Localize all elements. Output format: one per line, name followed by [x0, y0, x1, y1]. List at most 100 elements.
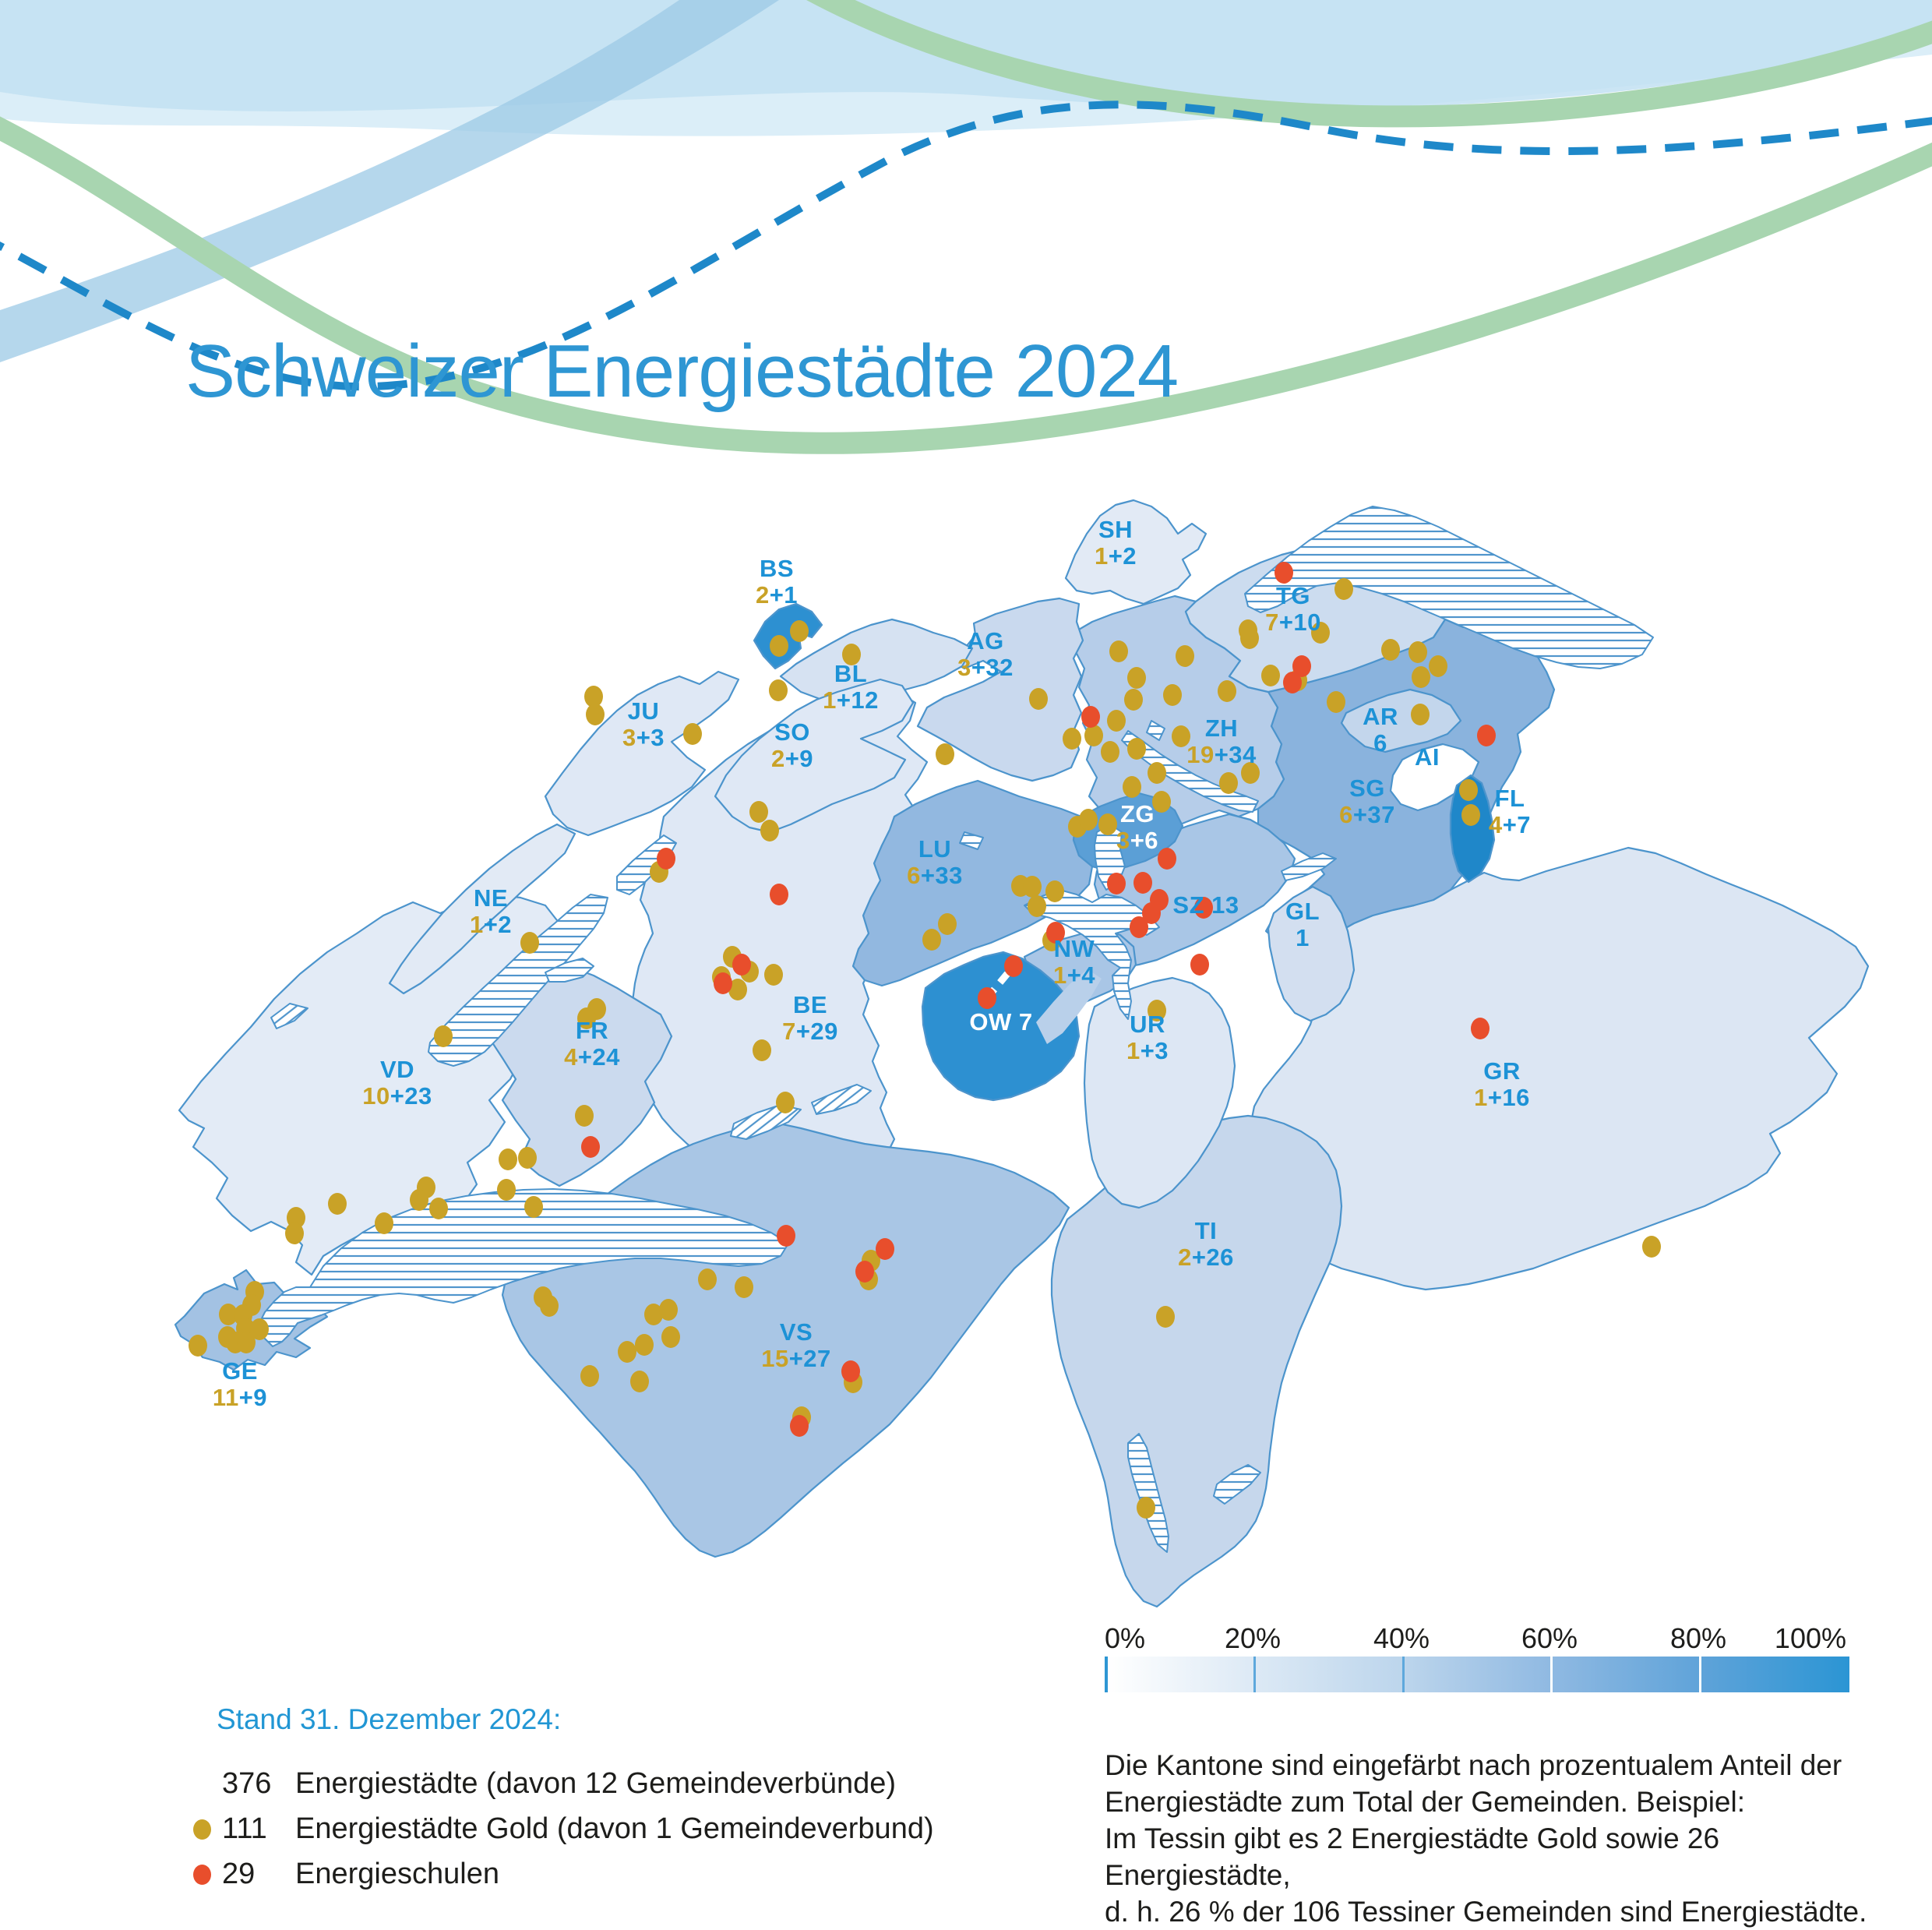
energiestadt-gold-dot	[189, 1335, 207, 1357]
energiestadt-gold-dot	[1459, 779, 1478, 801]
canton-value-sg: 6+37	[1339, 801, 1395, 828]
energieschule-dot	[1107, 873, 1126, 894]
energiestadt-gold-dot	[499, 1148, 517, 1170]
canton-ne	[388, 823, 576, 995]
energiestadt-gold-dot	[1148, 762, 1166, 784]
energiestadt-gold-dot	[1123, 776, 1141, 798]
scale-tick-100: 100%	[1774, 1622, 1846, 1654]
scale-tick-60: 60%	[1521, 1622, 1578, 1654]
lake-thun	[730, 1104, 802, 1140]
energiestadt-gold-dot	[1218, 680, 1236, 702]
canton-value-fr: 4+24	[564, 1043, 620, 1071]
canton-label-be: BE	[793, 991, 827, 1018]
canton-ur	[1083, 976, 1236, 1209]
legend-label: Energieschulen	[295, 1858, 499, 1890]
city-dot-layer	[189, 562, 1661, 1519]
energiestadt-gold-dot	[1152, 791, 1171, 813]
red-dot-icon	[193, 1865, 211, 1885]
energiestadt-gold-dot	[618, 1341, 636, 1363]
canton-ti	[1050, 1114, 1343, 1608]
energieschule-dot	[1190, 954, 1209, 976]
energiestadt-gold-dot	[586, 704, 605, 725]
energiestadt-gold-dot	[577, 1007, 596, 1029]
energiestadt-gold-dot	[1127, 738, 1146, 760]
scale-separator	[1699, 1657, 1701, 1692]
energiestadt-gold-dot	[1163, 684, 1182, 706]
canton-ow	[921, 951, 1081, 1102]
canton-label-bs: BS	[760, 555, 794, 582]
scale-tick-20: 20%	[1224, 1622, 1282, 1654]
energieschule-dot	[657, 848, 675, 870]
energiestadt-gold-dot	[1172, 725, 1190, 747]
status-date-line: Stand 31. Dezember 2024:	[217, 1703, 562, 1735]
energiestadt-gold-dot	[520, 932, 539, 954]
energiestadt-gold-dot	[661, 1326, 680, 1348]
lake-brienz	[811, 1084, 872, 1115]
green-curve-main	[0, 116, 1932, 454]
energiestadt-gold-dot	[1148, 1000, 1166, 1021]
description-line: d. h. 26 % der 106 Tessiner Gemeinden si…	[1105, 1896, 1867, 1928]
energiestadt-gold-dot	[540, 1295, 559, 1317]
energiestadt-gold-dot	[237, 1332, 256, 1353]
legend-count: 111	[222, 1812, 267, 1845]
canton-label-ju: JU	[628, 697, 660, 725]
energieschule-dot	[1274, 562, 1293, 584]
energieschule-dot	[1133, 872, 1152, 894]
energiestadt-gold-dot	[1642, 1236, 1661, 1258]
energiestadt-gold-dot	[1124, 689, 1143, 711]
energiestadt-gold-dot	[429, 1198, 448, 1219]
energiestadt-gold-dot	[1176, 645, 1194, 667]
energiestadt-gold-dot	[1109, 640, 1128, 662]
canton-ar	[1340, 688, 1462, 753]
energieschule-dot	[1142, 902, 1161, 924]
description-line: Im Tessin gibt es 2 Energiestädte Gold s…	[1105, 1822, 1720, 1891]
legend-row-energiestaedte: 376 Energiestädte (davon 12 Gemeindeverbü…	[193, 1767, 896, 1808]
energiestadt-gold-dot	[735, 1276, 753, 1298]
canton-label-vs: VS	[780, 1318, 813, 1346]
energieschule-dot	[714, 972, 732, 994]
header-wave-decoration	[0, 0, 1932, 454]
canton-label-so: SO	[774, 718, 810, 746]
canton-ag	[916, 597, 1084, 782]
canton-label-ur: UR	[1130, 1011, 1165, 1038]
energieschule-dot	[841, 1360, 860, 1382]
energiestadt-gold-dot	[1023, 876, 1042, 898]
energiestadt-gold-dot	[1107, 710, 1126, 732]
green-curve-top-right	[806, 0, 1932, 128]
energiestadt-gold-dot	[375, 1212, 393, 1234]
canton-label-ar: AR	[1363, 703, 1398, 730]
legend-row-energiestaedte-gold: 111 Energiestädte Gold (davon 1 Gemeindev…	[193, 1812, 934, 1853]
lake-sempach	[959, 831, 984, 850]
energiestadt-gold-dot	[285, 1223, 304, 1244]
energiestadt-gold-dot	[753, 1039, 771, 1061]
energiestadt-gold-dot	[936, 743, 954, 765]
energieschule-dot	[732, 954, 751, 976]
energiestadt-gold-dot	[1240, 627, 1259, 649]
canton-label-fr: FR	[576, 1017, 608, 1044]
canton-value-bl: 1+12	[823, 686, 879, 714]
description-line: Energiestädte zum Total der Gemeinden. B…	[1105, 1786, 1746, 1818]
energieschule-dot	[1283, 672, 1302, 693]
canton-value-ju: 3+3	[622, 724, 665, 751]
canton-value-ne: 1+2	[470, 911, 512, 938]
canton-vd	[178, 893, 561, 1276]
canton-label-bl: BL	[834, 660, 867, 687]
legend-label: Energiestädte Gold (davon 1 Gemeindeverb…	[295, 1812, 934, 1845]
canton-value-nw: 1+4	[1053, 961, 1095, 989]
canton-sh	[1064, 499, 1208, 605]
energiestadt-gold-dot	[769, 679, 788, 701]
percentage-color-scale	[1105, 1657, 1849, 1692]
energiestadt-gold-dot	[1045, 880, 1064, 902]
legend-count: 376	[222, 1767, 272, 1800]
canton-label-vd: VD	[380, 1056, 414, 1083]
energiestadt-gold-dot	[575, 1105, 594, 1127]
canton-label-fl: FL	[1495, 785, 1525, 812]
scale-tick-80: 80%	[1669, 1622, 1727, 1654]
lake-maggiore	[1127, 1433, 1169, 1553]
canton-lu	[851, 779, 1094, 987]
energieschule-dot	[1081, 706, 1100, 728]
energiestadt-gold-dot	[1327, 691, 1345, 713]
engelberg-corridor	[1036, 969, 1102, 1044]
